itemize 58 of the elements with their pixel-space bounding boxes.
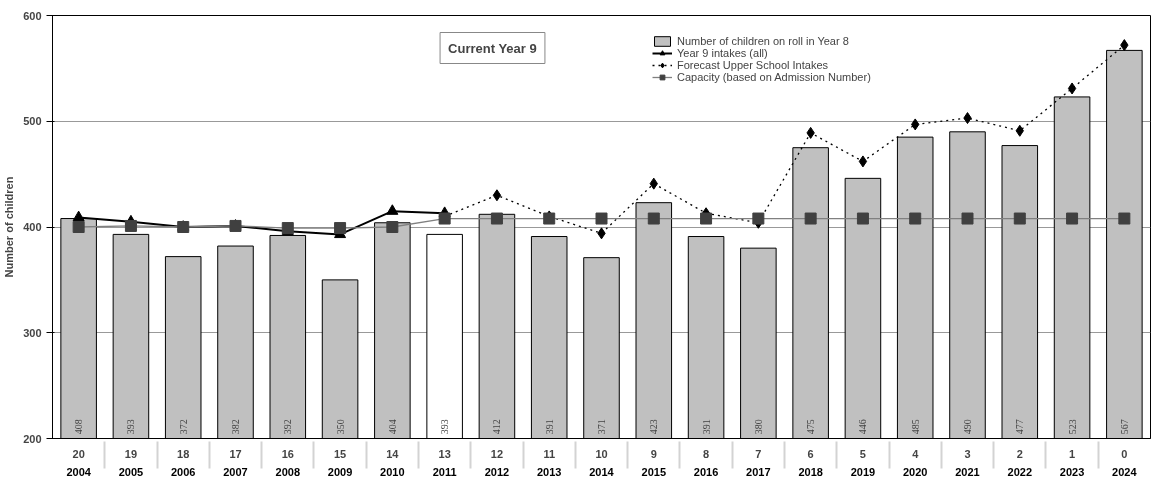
data-label: 393: [125, 419, 137, 435]
y-tick-label: 300: [23, 326, 42, 339]
category-label: 17 2007: [223, 447, 248, 478]
data-label: 382: [230, 419, 241, 435]
point: [72, 210, 85, 222]
annotation: Current Year 9: [448, 40, 537, 56]
category-label: 1 2023: [1059, 447, 1085, 478]
data-label: 372: [177, 419, 189, 435]
y-tick-label: 200: [23, 432, 42, 445]
data-label: 404: [386, 419, 398, 435]
data-label: 523: [1066, 419, 1078, 435]
point: [386, 204, 399, 215]
category-label: 6 2018: [798, 447, 823, 478]
data-label: 371: [596, 419, 607, 435]
category-label: 14 2010: [380, 447, 405, 478]
category-label: 11 2013: [536, 447, 562, 478]
category-label: 18 2006: [170, 447, 196, 478]
category-label: 3 2021: [955, 447, 980, 478]
category-label: 4 2020: [902, 447, 928, 478]
y-tick-label: 500: [23, 115, 42, 128]
category-label: 2 2022: [1007, 447, 1033, 478]
y-tick-label: 600: [23, 9, 42, 22]
point: [858, 155, 868, 168]
data-label: 391: [700, 419, 712, 435]
data-label: 393: [439, 419, 451, 435]
legend-label: Capacity (based on Admission Number): [677, 71, 871, 83]
category-label: 15 2009: [327, 447, 353, 478]
data-label: 391: [543, 419, 555, 435]
data-label: 475: [805, 419, 817, 435]
y-tick-label: 400: [23, 221, 42, 233]
point: [492, 189, 502, 202]
category-label: 0 2024: [1112, 447, 1137, 478]
data-label: 392: [282, 419, 294, 435]
data-label: 446: [857, 419, 869, 435]
legend-label: Year 9 intakes (all): [677, 47, 768, 59]
data-label: 485: [909, 419, 921, 435]
category-label: 7 2017: [746, 447, 771, 478]
data-label: 423: [648, 419, 660, 435]
legend-label: Forecast Upper School Intakes: [677, 59, 829, 71]
category-label: 8 2016: [693, 447, 719, 478]
data-label: 412: [491, 419, 503, 435]
category-label: 5 2019: [850, 447, 876, 478]
data-label: 408: [73, 419, 85, 435]
y-axis-title: Number of children: [3, 176, 16, 278]
category-label: 16 2008: [275, 447, 301, 478]
category-label: 20 2004: [66, 447, 91, 478]
category-label: 9 2015: [641, 447, 667, 478]
legend-label: Number of children on roll in Year 8: [677, 35, 849, 47]
data-label: 567: [1118, 419, 1130, 435]
point: [1067, 82, 1077, 95]
data-label: 380: [752, 419, 764, 435]
category-label: 13 2011: [432, 447, 457, 478]
data-label: 490: [962, 419, 973, 435]
category-label: 10 2014: [589, 447, 614, 478]
category-label: 12 2012: [484, 447, 510, 478]
data-label: 477: [1014, 419, 1026, 435]
category-label: 19 2005: [118, 447, 144, 478]
data-label: 350: [334, 419, 346, 435]
